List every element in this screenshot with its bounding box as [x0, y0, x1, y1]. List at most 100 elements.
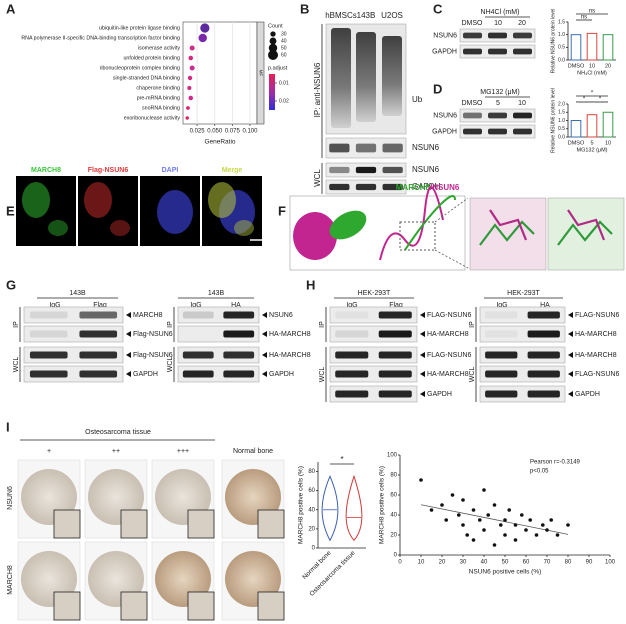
- point: [524, 528, 528, 532]
- blot-strip: [329, 346, 418, 364]
- ip-label: IP: [167, 321, 174, 328]
- nucleus: [157, 190, 193, 234]
- blot-band: [355, 183, 377, 191]
- x-tick-label: 100: [605, 560, 616, 566]
- blot-band: [527, 351, 560, 359]
- blot-band: [485, 370, 518, 378]
- label: Flag-NSUN6: [133, 331, 173, 338]
- panel-letter: G: [6, 277, 16, 292]
- wcl-label: WCL: [167, 357, 174, 373]
- x-tick-label: 70: [544, 560, 551, 566]
- label: FLAG-NSUN6: [427, 312, 471, 319]
- label: GAPDH: [427, 391, 452, 398]
- channel-label: Merge: [222, 167, 243, 174]
- strip: [256, 21, 265, 125]
- point: [471, 538, 476, 542]
- bar: [602, 34, 614, 61]
- blot-strip: [23, 365, 124, 383]
- signal: [48, 220, 68, 236]
- label: HA-MARCH8: [269, 352, 311, 359]
- blot-label: NSUN6: [433, 32, 457, 39]
- blot-band: [182, 351, 214, 359]
- blot-strip: [177, 346, 260, 364]
- legend-title: p.adjust: [268, 65, 288, 71]
- inset: [53, 509, 81, 539]
- blot-strip: [479, 306, 566, 324]
- legend-label: 60: [281, 52, 287, 58]
- term-label: pre-mRNA binding: [137, 95, 180, 101]
- lane-label: IgG: [346, 302, 357, 309]
- residue: [567, 209, 606, 241]
- blot-band: [488, 128, 507, 135]
- column-label: +: [47, 448, 51, 455]
- dot: [188, 95, 194, 101]
- y-tick-label: 20: [308, 526, 315, 532]
- blot-band: [335, 311, 369, 319]
- point: [541, 523, 545, 527]
- blot-strip: [177, 365, 260, 383]
- blot-band: [79, 351, 118, 359]
- lane-label: U2OS: [381, 11, 403, 20]
- blot-band: [485, 351, 518, 359]
- x-tick-label: 0.100: [242, 129, 258, 135]
- arrow-head: [262, 331, 267, 337]
- point: [419, 478, 423, 482]
- blot-band: [378, 370, 412, 378]
- y-tick-label: 1.5: [558, 110, 565, 116]
- label: Flag-NSUN6: [133, 352, 173, 359]
- cell-label: 143B: [208, 290, 225, 297]
- column-label: ++: [112, 448, 120, 455]
- residue: [479, 220, 535, 246]
- plot-frame: [182, 21, 258, 125]
- legend-label: 30: [281, 31, 287, 37]
- ub-smear: [331, 28, 351, 128]
- arrow-head: [568, 331, 573, 337]
- lane-label: DMSO: [462, 100, 484, 107]
- point: [478, 518, 482, 522]
- blot-label: Ub: [412, 95, 423, 104]
- lane-label: DMSO: [462, 20, 484, 27]
- dot: [187, 75, 193, 81]
- x-axis-label: GeneRatio: [204, 139, 235, 146]
- x-axis-label: NSUN6 positive cells (%): [469, 569, 542, 576]
- x-tick-label: 0: [398, 560, 402, 566]
- violin: [321, 475, 339, 542]
- blot-label: NSUN6: [433, 112, 457, 119]
- inset: [120, 509, 148, 539]
- dot: [186, 106, 190, 110]
- y-tick-label: 40: [390, 513, 397, 519]
- y-tick-label: 80: [308, 469, 315, 475]
- blot-band: [378, 351, 412, 359]
- cell-label: HEK-293T: [507, 290, 540, 297]
- blot-strip: [23, 346, 124, 364]
- blot-strip: [479, 325, 566, 343]
- x-tick-label: 5: [590, 140, 593, 146]
- x-tick-label: 90: [586, 560, 593, 566]
- panel-letter: I: [6, 419, 10, 434]
- channel-label: Flag-NSUN6: [88, 167, 129, 174]
- blot-strip: [23, 306, 124, 324]
- inset: [53, 591, 81, 621]
- point: [503, 533, 507, 537]
- x-tick-label: 30: [460, 560, 467, 566]
- arrow-head: [262, 371, 267, 377]
- blot-strip: [479, 346, 566, 364]
- y-axis-label: Relative NSUN6 protein level: [550, 88, 556, 153]
- signal: [22, 182, 50, 218]
- bar: [570, 34, 582, 61]
- label: HA-MARCH8: [427, 371, 469, 378]
- lane-label: 20: [518, 20, 526, 27]
- lane-label: 10: [494, 20, 502, 27]
- panel-letter: H: [306, 277, 315, 292]
- arrow-head: [126, 352, 131, 358]
- y-tick-label: 1.0: [558, 32, 565, 38]
- inset: [257, 509, 285, 539]
- label: GAPDH: [133, 371, 158, 378]
- y-tick-label: 0.5: [558, 126, 565, 132]
- arrow-head: [420, 312, 425, 318]
- ip-label: IP: [13, 321, 20, 328]
- column-label: Normal bone: [233, 448, 273, 455]
- blot-band: [382, 166, 403, 174]
- point: [486, 513, 491, 517]
